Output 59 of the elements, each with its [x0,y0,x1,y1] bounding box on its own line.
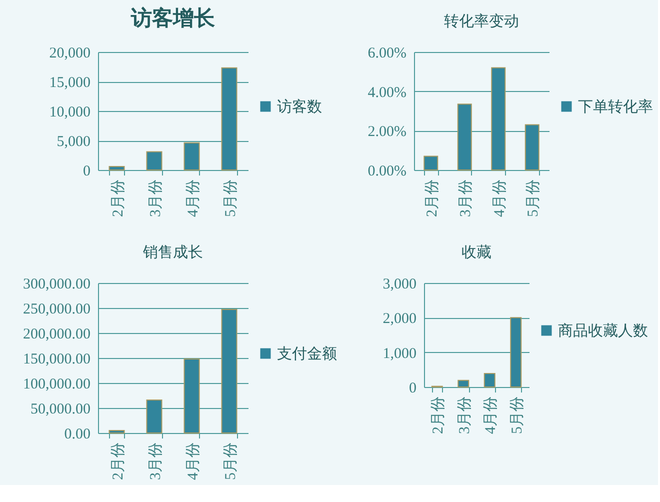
bar [484,372,496,388]
y-tick-label: 100,000.00 [23,376,90,392]
bar [510,317,522,388]
y-tick-label: 2.00% [368,124,406,140]
x-tick-label: 5月份 [509,396,526,434]
y-tick-label: 4.00% [368,84,406,101]
x-tick-label: 2月份 [110,180,126,217]
bar [221,309,238,434]
x-tick-label: 4月份 [492,180,508,217]
x-tick-label: 2月份 [430,396,447,434]
y-tick-label: 5,000 [56,134,90,150]
y-tick-label: 20,000 [49,46,90,62]
bar [184,142,200,170]
y-tick-label: 150,000.00 [23,352,90,368]
y-tick-label: 50,000.00 [30,402,90,418]
bar [424,156,438,170]
bar [108,430,125,434]
y-tick-label: 6.00% [368,46,406,62]
x-tick-label: 5月份 [526,180,542,217]
legend-label: 访客数 [277,98,322,116]
bar [524,124,540,170]
bar [184,358,200,434]
y-tick-label: 3,000 [382,276,416,292]
legend-label: 下单转化率 [578,98,653,116]
legend-label: 商品收藏人数 [558,322,648,340]
bar [146,151,162,170]
chart-title: 收藏 [462,244,492,261]
x-tick-label: 3月份 [148,442,164,480]
x-tick-label: 4月份 [185,180,202,217]
bar [146,400,162,434]
bar [491,67,506,170]
x-tick-label: 4月份 [185,442,202,480]
y-tick-label: 2,000 [382,311,416,328]
x-tick-label: 5月份 [222,442,239,480]
bar [458,380,470,388]
x-tick-label: 3月份 [456,396,473,434]
chart-title: 转化率变动 [444,13,519,30]
y-tick-label: 0 [83,164,90,180]
chart-title: 访客增长 [130,6,216,30]
x-tick-label: 5月份 [222,180,239,217]
x-tick-label: 3月份 [148,180,164,217]
chart-title: 销售成长 [142,244,203,261]
y-tick-label: 0.00% [368,164,406,180]
bar [457,104,472,170]
y-tick-label: 200,000.00 [23,326,90,342]
y-tick-label: 1,000 [382,346,416,362]
y-tick-label: 300,000.00 [23,276,90,292]
y-tick-label: 10,000 [49,104,90,120]
y-tick-label: 250,000.00 [23,302,90,318]
y-tick-label: 15,000 [49,75,90,91]
y-tick-label: 0.00 [64,426,90,442]
x-tick-label: 2月份 [110,442,126,480]
y-tick-label: 0 [409,380,416,396]
legend-label: 支付金额 [277,346,337,362]
x-tick-label: 4月份 [483,396,500,434]
x-tick-label: 3月份 [458,180,474,217]
bar [221,67,238,170]
bar [108,166,125,170]
x-tick-label: 2月份 [424,180,440,217]
